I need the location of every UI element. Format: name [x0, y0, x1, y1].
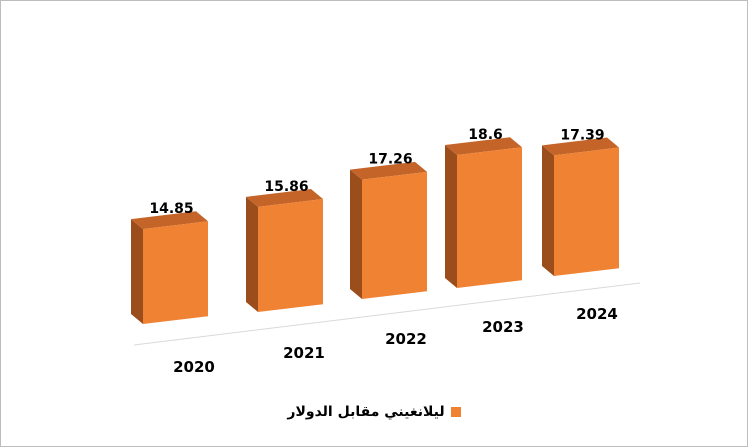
bar: [554, 147, 619, 276]
bar-side: [131, 219, 143, 324]
bar-side: [542, 145, 554, 276]
category-label: 2020: [173, 358, 215, 376]
category-label: 2023: [482, 318, 524, 336]
bar-side: [350, 169, 362, 299]
legend: ليلانغيني مقابل الدولار: [0, 402, 748, 421]
floor-edge-line: [133, 282, 641, 346]
data-label: 15.86: [264, 179, 308, 195]
bar: [143, 221, 208, 324]
legend-label: ليلانغيني مقابل الدولار: [287, 404, 445, 420]
category-label: 2021: [283, 344, 325, 362]
bar-top: [350, 161, 427, 180]
data-label: 14.85: [149, 201, 193, 217]
bar: [258, 199, 323, 312]
bar-side: [246, 196, 258, 312]
data-label: 18.6: [468, 127, 503, 143]
bar: [362, 171, 427, 299]
bar-top: [131, 211, 208, 230]
legend-swatch: [450, 407, 461, 417]
bar: [457, 147, 522, 288]
bar-top: [246, 189, 323, 207]
bar-side: [445, 145, 457, 288]
data-label: 17.39: [560, 127, 604, 143]
bar-top: [542, 137, 619, 156]
category-label: 2022: [385, 330, 427, 348]
bar-top: [445, 137, 522, 156]
data-label: 17.26: [368, 152, 412, 168]
category-label: 2024: [576, 305, 618, 323]
